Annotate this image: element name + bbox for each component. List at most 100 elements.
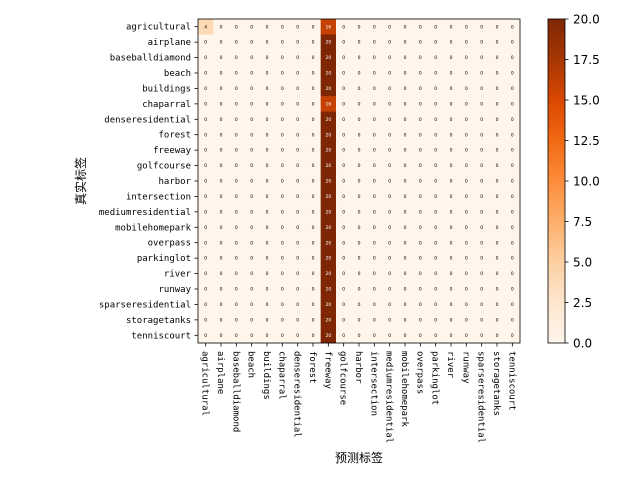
heatmap-cell	[428, 111, 444, 128]
cell-value-label: 0	[312, 86, 315, 92]
heatmap-cell	[366, 281, 383, 298]
cell-value-label: 16	[325, 24, 331, 30]
cell-value-label: 0	[281, 287, 284, 293]
heatmap-cell	[228, 142, 245, 159]
cell-value-label: 0	[480, 117, 483, 123]
cell-value-label: 0	[404, 40, 407, 46]
cell-value-label: 0	[388, 333, 391, 339]
cell-value-label: 0	[373, 86, 376, 92]
heatmap-cell	[489, 142, 505, 159]
cell-value-label: 0	[312, 317, 315, 323]
cell-value-label: 0	[480, 209, 483, 215]
heatmap-cell	[259, 49, 275, 66]
cell-value-label: 0	[266, 271, 269, 277]
heatmap-cell	[382, 96, 398, 112]
cell-value-label: 0	[235, 240, 238, 246]
heatmap-cell	[336, 327, 352, 344]
cell-value-label: 0	[281, 132, 284, 138]
heatmap-cell	[274, 312, 291, 328]
heatmap-cell	[274, 173, 291, 190]
y-tick-label: runway	[158, 285, 191, 295]
cell-value-label: 0	[465, 101, 468, 107]
cell-value-label: 0	[511, 55, 514, 61]
heatmap-cell	[366, 65, 383, 82]
cell-value-label: 0	[450, 317, 453, 323]
x-tick-label: agricultural	[200, 351, 210, 416]
cell-value-label: 0	[465, 148, 468, 154]
cell-value-label: 0	[465, 71, 468, 77]
heatmap-cell	[382, 327, 398, 344]
cell-value-label: 0	[281, 24, 284, 30]
heatmap-cell	[244, 19, 260, 35]
cell-value-label: 0	[358, 101, 361, 107]
cell-value-label: 0	[373, 179, 376, 185]
cell-value-label: 0	[312, 209, 315, 215]
cell-value-label: 0	[220, 148, 223, 154]
heatmap-cell	[474, 127, 490, 143]
heatmap-cell	[336, 49, 352, 66]
heatmap-cell	[428, 296, 444, 313]
heatmap-cells: 4 0 0 0 0 0 0 0 16 0 0 0 0 0 0 0 0 0 0 0 0 0 0 0 0 0 0 0 0 20 0 0 0 0 0 0 0 0…	[198, 19, 521, 344]
heatmap-cell	[382, 49, 398, 66]
heatmap-cell	[351, 219, 367, 236]
heatmap-cell	[228, 127, 245, 143]
heatmap-cell	[320, 327, 337, 344]
heatmap-cell	[489, 80, 505, 97]
heatmap-cell	[274, 188, 291, 205]
heatmap-cell	[504, 127, 521, 143]
cell-value-label: 0	[511, 317, 514, 323]
cell-value-label: 0	[250, 209, 253, 215]
cell-value-label: 0	[450, 271, 453, 277]
heatmap-cell	[198, 296, 214, 313]
cell-value-label: 0	[496, 333, 499, 339]
x-tick-label: baseballdiamond	[230, 351, 240, 432]
cell-value-label: 0	[342, 163, 345, 169]
colorbar	[547, 18, 566, 344]
heatmap-cell	[290, 219, 306, 236]
cell-value-label: 0	[220, 225, 223, 231]
cell-value-label: 0	[281, 179, 284, 185]
heatmap-cell	[244, 34, 260, 51]
heatmap-cell	[198, 157, 214, 174]
heatmap-cell	[259, 80, 275, 97]
heatmap-cell	[504, 157, 521, 174]
cell-value-label: 0	[511, 148, 514, 154]
cell-value-label: 0	[388, 271, 391, 277]
heatmap-cell	[366, 19, 383, 35]
x-tick-label: storagetanks	[491, 351, 501, 416]
cell-value-label: 0	[235, 333, 238, 339]
heatmap-cell	[213, 327, 229, 344]
cell-value-label: 0	[419, 317, 422, 323]
heatmap-cell	[458, 296, 475, 313]
heatmap-cell	[428, 127, 444, 143]
cell-value-label: 0	[404, 86, 407, 92]
cell-value-label: 0	[204, 179, 207, 185]
heatmap-cell	[458, 173, 475, 190]
heatmap-cell	[274, 127, 291, 143]
heatmap-cell	[382, 173, 398, 190]
cell-value-label: 0	[388, 132, 391, 138]
heatmap-cell	[305, 157, 321, 174]
cell-value-label: 0	[266, 163, 269, 169]
heatmap-cell	[213, 96, 229, 112]
heatmap-cell	[504, 49, 521, 66]
heatmap-cell	[351, 281, 367, 298]
heatmap-cell	[412, 235, 429, 251]
heatmap-cell	[489, 312, 505, 328]
heatmap-cell	[244, 204, 260, 220]
cell-value-label: 0	[480, 86, 483, 92]
cell-value-label: 0	[373, 271, 376, 277]
heatmap-cell	[489, 188, 505, 205]
heatmap-cell	[428, 265, 444, 282]
heatmap-cell	[320, 312, 337, 328]
cell-value-label: 0	[235, 179, 238, 185]
cell-value-label: 0	[404, 287, 407, 293]
cell-value-label: 0	[220, 240, 223, 246]
cell-value-label: 0	[266, 179, 269, 185]
heatmap-cell	[428, 96, 444, 112]
heatmap-cell	[320, 49, 337, 66]
cell-value-label: 0	[281, 55, 284, 61]
cell-value-label: 0	[404, 209, 407, 215]
heatmap-cell	[320, 127, 337, 143]
cell-value-label: 0	[204, 101, 207, 107]
